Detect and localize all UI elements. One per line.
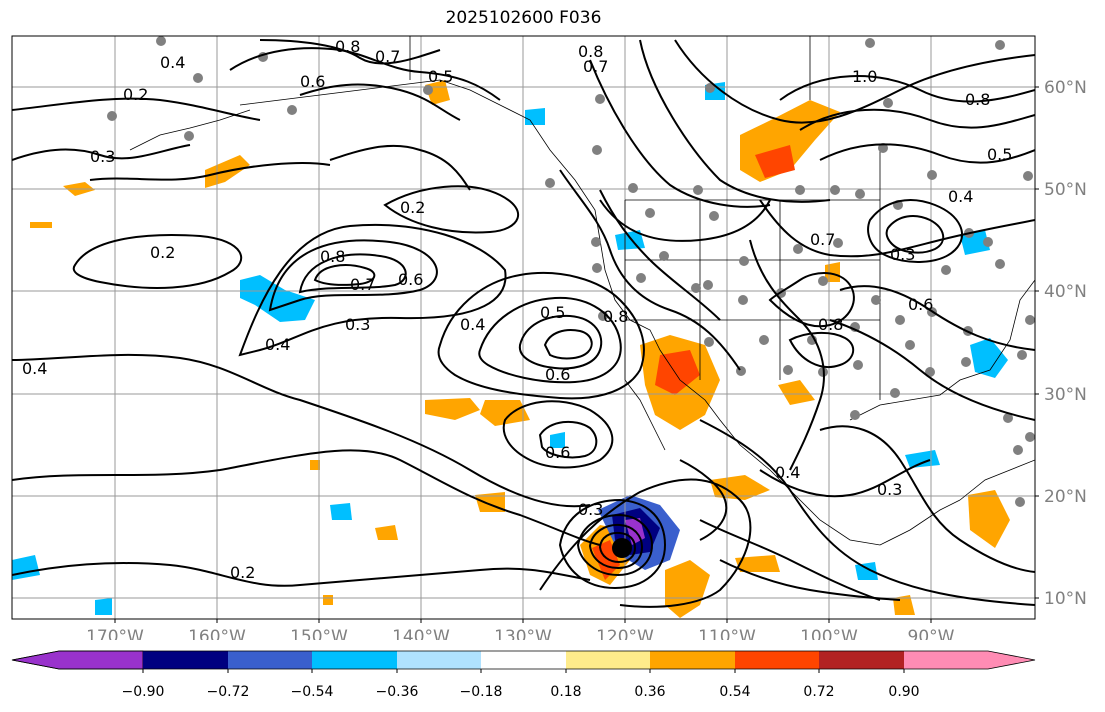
- lat-label: 20°N: [1044, 487, 1087, 507]
- contour-label: 0.3: [877, 480, 902, 499]
- lon-label: 100°W: [800, 627, 858, 640]
- longitude-labels: 170°W 160°W 150°W 140°W 130°W 120°W 110°…: [86, 627, 955, 640]
- colorbar-tick-label: 0.72: [803, 684, 835, 700]
- colorbar-swatch: [11, 650, 144, 670]
- contour-label: 0.5: [987, 145, 1012, 164]
- contour-label: 0.6: [300, 72, 325, 91]
- contour-label: 0.8: [603, 307, 628, 326]
- contour-label: 0.2: [230, 563, 255, 582]
- contour-label: 0.4: [160, 53, 185, 72]
- colorbar-tick-label: −0.54: [290, 684, 334, 700]
- contour-value-labels: 0.8 0.7 0.6 0.5 0.4 0.2 0.3 0.8 0.7 1.0 …: [22, 37, 1012, 582]
- map-title: 2025102600 F036: [445, 8, 602, 28]
- contour-label: 1.0: [852, 67, 877, 86]
- contour-label: 0.3: [578, 500, 603, 519]
- contour-label: 0.3: [345, 315, 370, 334]
- contour-label: 0.2: [123, 85, 148, 104]
- colorbar: [11, 650, 1036, 673]
- lat-label: 60°N: [1044, 78, 1087, 98]
- contour-label: 0.4: [22, 359, 47, 378]
- lon-label: 170°W: [86, 627, 144, 640]
- contour-label: 0.8: [335, 37, 360, 56]
- contour-label: 0.8: [578, 42, 603, 61]
- lon-label: 140°W: [392, 627, 450, 640]
- coastlines: [129, 36, 1035, 546]
- colorbar-tick-label: 0.90: [888, 684, 920, 700]
- colorbar-tick-label: 0.18: [550, 684, 582, 700]
- contour-label: 0.4: [775, 463, 800, 482]
- storm-center-marker: [612, 538, 632, 558]
- contour-label: 0.6: [908, 295, 933, 314]
- contour-label: 0.7: [375, 47, 400, 66]
- colorbar-ticks: [142, 669, 905, 673]
- contour-label: 0.4: [460, 315, 485, 334]
- contour-label: 0.5: [428, 67, 453, 86]
- contour-label: 0.3: [90, 147, 115, 166]
- colorbar-tick-label: −0.90: [121, 684, 165, 700]
- latitude-labels: 60°N 50°N 40°N 30°N 20°N 10°N: [1044, 78, 1087, 609]
- contour-label: 0.7: [583, 57, 608, 76]
- station-dots: [107, 36, 1035, 507]
- colorbar-swatch: [228, 651, 312, 669]
- contour-label: 0.7: [810, 230, 835, 249]
- colorbar-swatch: [481, 651, 566, 669]
- colorbar-outline: [11, 650, 1036, 670]
- weather-map: 0.8 0.7 0.6 0.5 0.4 0.2 0.3 0.8 0.7 1.0 …: [11, 35, 1087, 640]
- colorbar-tick-label: −0.72: [206, 684, 250, 700]
- colorbar-tick-label: 0.36: [634, 684, 666, 700]
- contour-label: 0.2: [150, 243, 175, 262]
- contour-label: 0.8: [320, 247, 345, 266]
- contour-label: 0.6: [398, 270, 423, 289]
- colorbar-swatch: [735, 651, 819, 669]
- contour-label: 0.3: [890, 245, 915, 264]
- colorbar-tick-label: 0.54: [719, 684, 751, 700]
- colorbar-tick-label: −0.18: [459, 684, 503, 700]
- lon-label: 130°W: [494, 627, 552, 640]
- colorbar-tick-label: −0.36: [375, 684, 419, 700]
- lat-label: 50°N: [1044, 180, 1087, 200]
- lat-label: 40°N: [1044, 282, 1087, 302]
- contour-lines: [12, 39, 1035, 608]
- lat-label: 30°N: [1044, 385, 1087, 405]
- lat-label: 10°N: [1044, 589, 1087, 609]
- tick-marks: [114, 86, 1039, 623]
- contour-label: 0.4: [265, 335, 290, 354]
- contour-label: 0.7: [350, 275, 375, 294]
- contour-label: 0.8: [965, 90, 990, 109]
- colorbar-swatch: [312, 651, 397, 669]
- lon-label: 120°W: [596, 627, 654, 640]
- contour-label: 0.4: [948, 187, 973, 206]
- lon-label: 150°W: [290, 627, 348, 640]
- colorbar-swatch: [819, 651, 904, 669]
- contour-label: 0.2: [400, 198, 425, 217]
- colorbar-swatch: [397, 651, 481, 669]
- contour-label: 0.8: [818, 315, 843, 334]
- colorbar-swatch: [566, 651, 650, 669]
- contour-label: 0.5: [540, 303, 565, 322]
- contour-label: 0.6: [545, 443, 570, 462]
- lon-label: 110°W: [698, 627, 756, 640]
- colorbar-swatch: [143, 651, 228, 669]
- lon-label: 160°W: [188, 627, 246, 640]
- colorbar-swatch: [904, 651, 1035, 669]
- contour-label: 0.6: [545, 365, 570, 384]
- colorbar-swatch: [650, 651, 735, 669]
- lon-label: 90°W: [908, 627, 955, 640]
